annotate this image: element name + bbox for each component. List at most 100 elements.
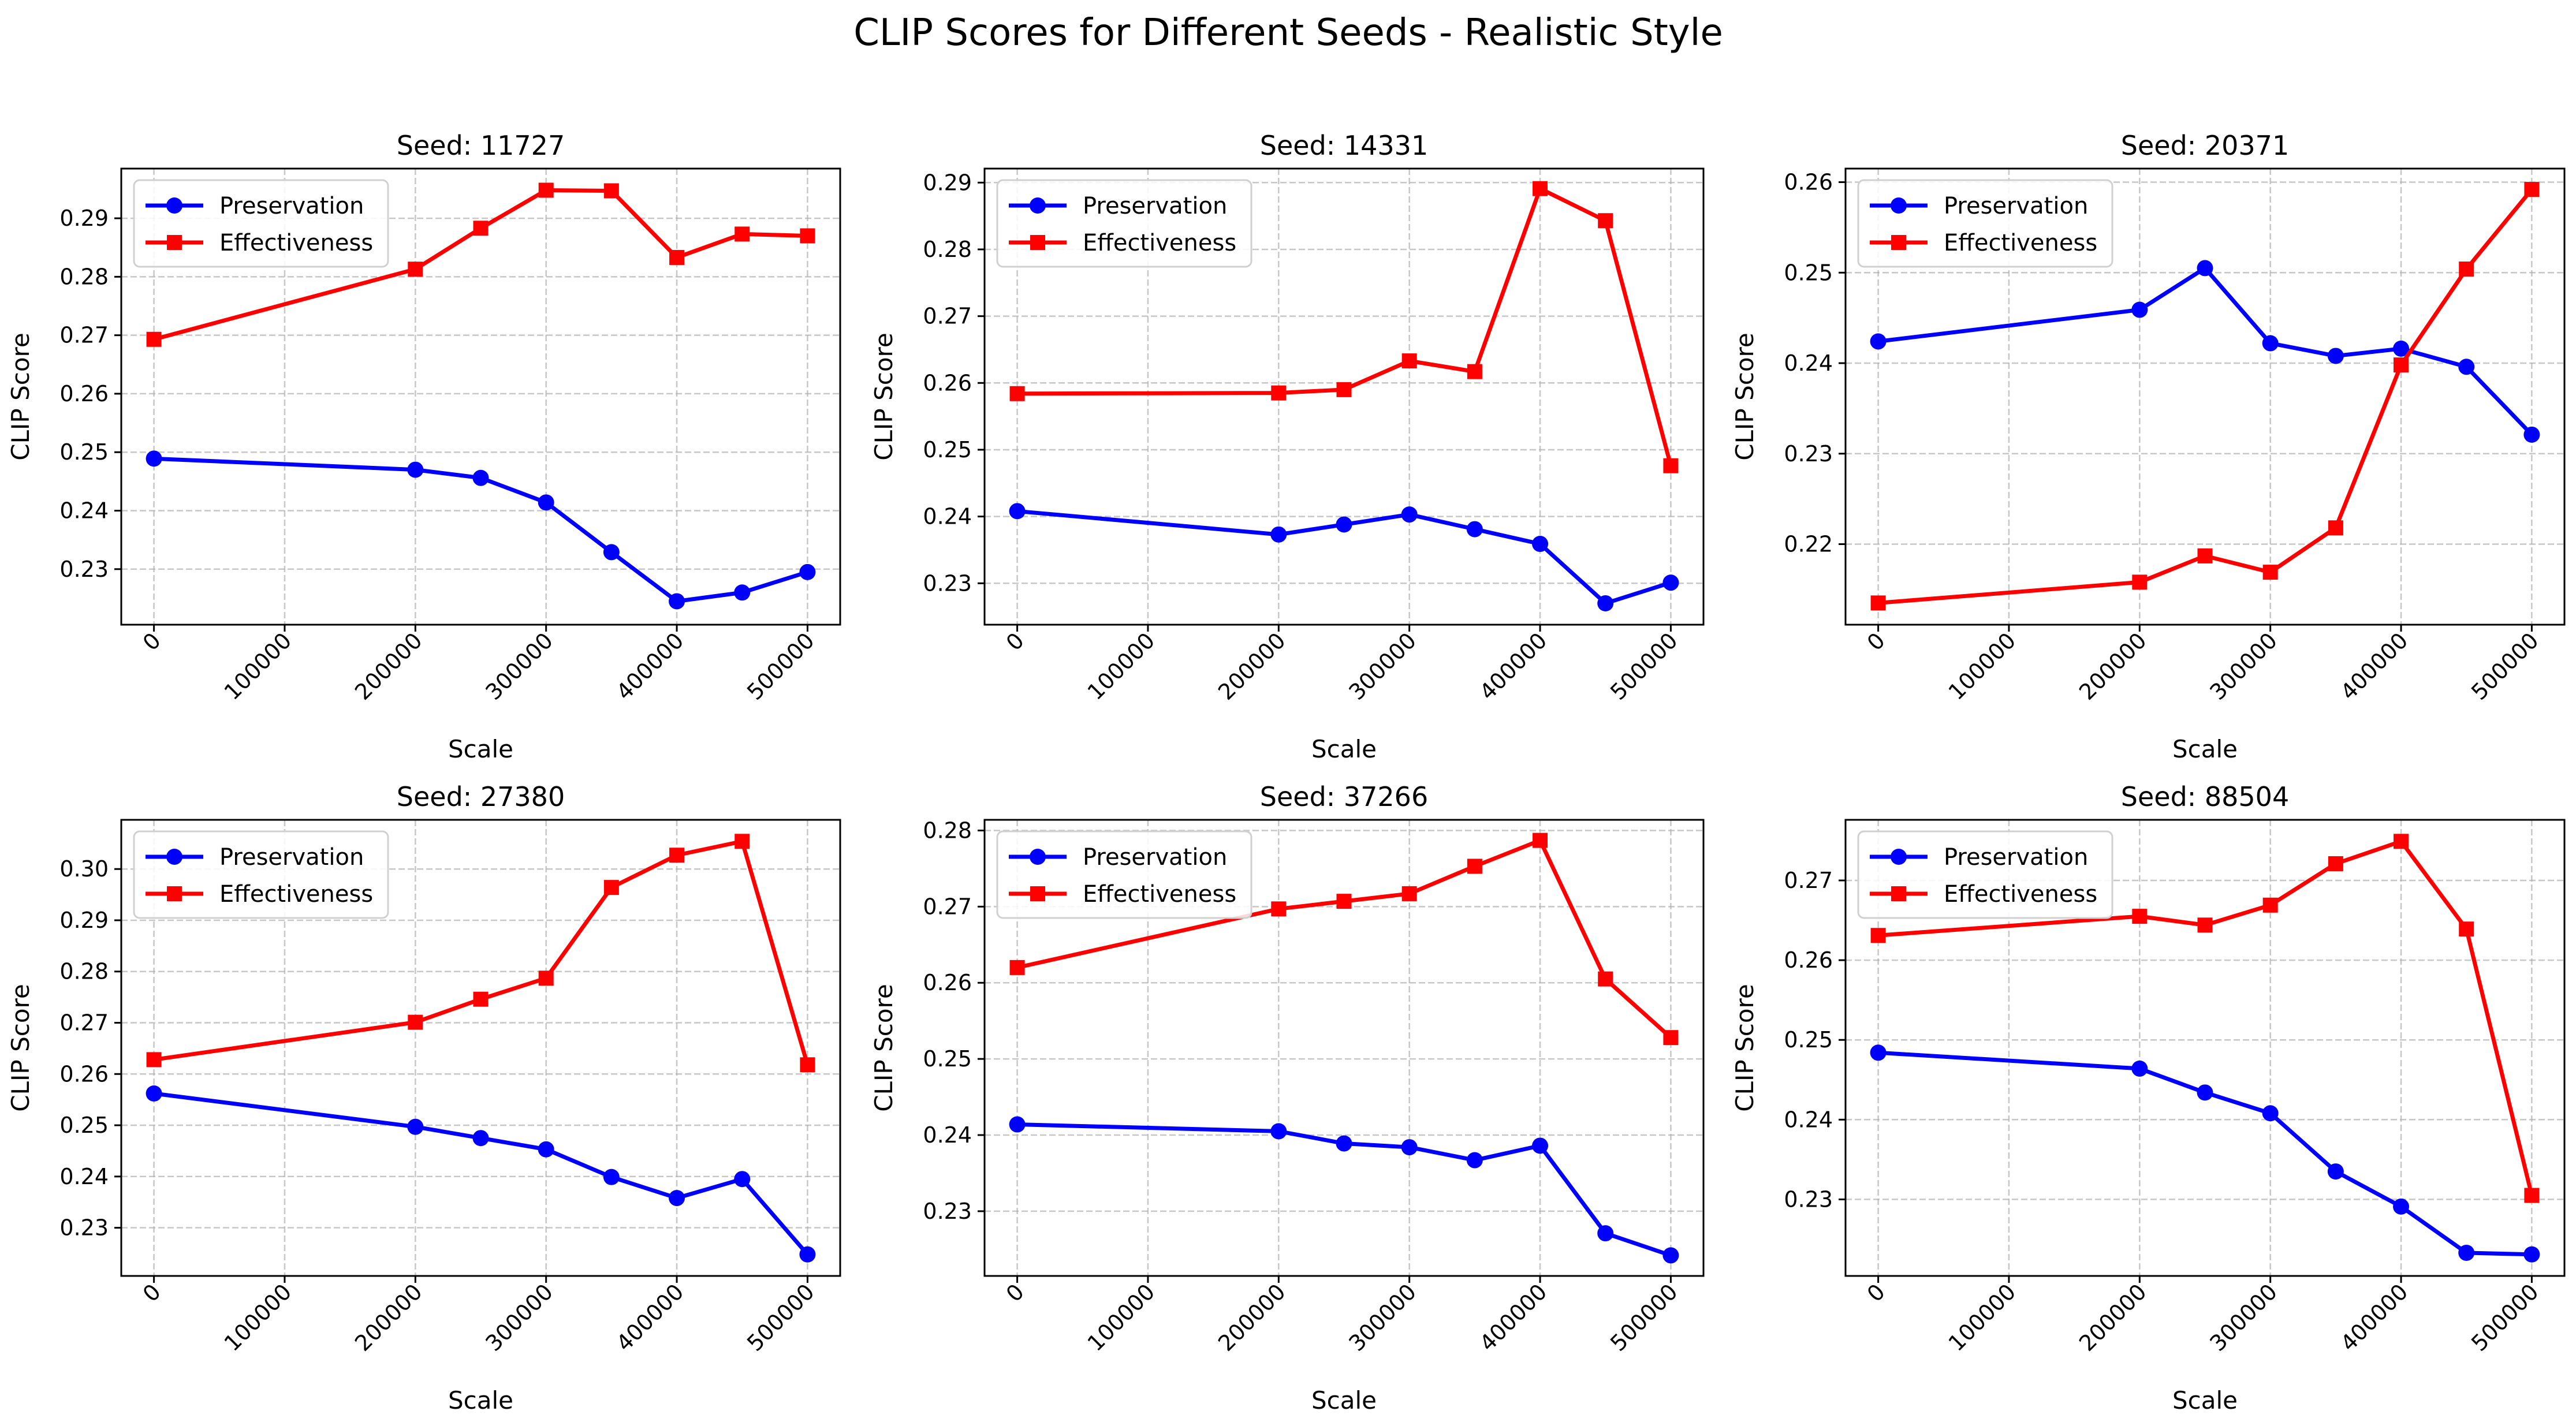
data-point-preservation <box>1870 333 1887 350</box>
data-point-effectiveness <box>735 226 750 242</box>
data-point-effectiveness <box>2197 548 2213 563</box>
legend-label: Effectiveness <box>1083 881 1236 908</box>
data-point-effectiveness <box>408 1014 423 1030</box>
data-point-effectiveness <box>2459 261 2474 277</box>
y-tick-label: 0.28 <box>923 237 972 262</box>
data-point-preservation <box>603 544 620 561</box>
data-point-preservation <box>2197 1084 2213 1101</box>
subplot-title: Seed: 11727 <box>397 130 565 161</box>
y-tick-label: 0.26 <box>923 970 972 995</box>
data-point-preservation <box>2458 359 2475 375</box>
data-point-preservation <box>2393 340 2410 357</box>
legend-marker <box>1030 197 1046 214</box>
y-tick-label: 0.23 <box>923 570 972 596</box>
data-point-effectiveness <box>1271 901 1287 917</box>
data-point-effectiveness <box>1467 859 1482 874</box>
y-tick-label: 0.23 <box>1784 441 1833 466</box>
y-tick-label: 0.26 <box>1784 947 1833 973</box>
series-line-effectiveness <box>152 188 810 342</box>
data-point-effectiveness <box>408 262 423 277</box>
y-tick-label: 0.23 <box>59 557 109 582</box>
legend-marker <box>1891 886 1906 901</box>
axes-frame <box>120 819 841 1277</box>
data-point-preservation <box>734 584 751 601</box>
y-tick-label: 0.25 <box>59 439 109 465</box>
data-point-effectiveness <box>2524 1188 2540 1203</box>
data-point-effectiveness <box>1467 364 1482 379</box>
series-line-preservation <box>1876 1050 2534 1257</box>
data-point-effectiveness <box>1598 971 1613 987</box>
x-axis-label: Scale <box>448 735 513 763</box>
y-axis-label: CLIP Score <box>6 333 35 460</box>
data-point-preservation <box>146 450 162 467</box>
data-point-effectiveness <box>1870 595 1886 611</box>
data-point-preservation <box>538 494 554 511</box>
series-line-preservation <box>152 456 810 603</box>
legend-marker <box>166 197 182 214</box>
subplot-title: Seed: 14331 <box>1260 130 1428 161</box>
data-point-preservation <box>669 1190 685 1207</box>
y-tick-label: 0.22 <box>1784 531 1833 557</box>
data-point-preservation <box>1270 1123 1287 1140</box>
legend-label: Preservation <box>219 844 364 871</box>
figure-title: CLIP Scores for Different Seeds - Realis… <box>853 12 1723 54</box>
data-point-effectiveness <box>800 228 815 244</box>
data-point-effectiveness <box>2328 520 2343 536</box>
data-point-preservation <box>799 1246 816 1263</box>
legend-label: Effectiveness <box>1083 230 1236 256</box>
y-tick-label: 0.25 <box>1784 1027 1833 1052</box>
legend-label: Preservation <box>219 193 364 219</box>
series-line-effectiveness <box>1876 839 2534 1198</box>
data-point-effectiveness <box>1009 960 1025 975</box>
data-point-preservation <box>407 1118 424 1135</box>
legend-box <box>133 830 389 919</box>
data-point-effectiveness <box>1533 833 1548 848</box>
y-tick-label: 0.26 <box>1784 170 1833 195</box>
data-point-effectiveness <box>669 848 685 863</box>
y-tick-label: 0.23 <box>923 1199 972 1224</box>
y-tick-label: 0.25 <box>1784 260 1833 285</box>
subplot-title: Seed: 27380 <box>397 781 565 812</box>
y-tick-label: 0.29 <box>59 908 109 933</box>
data-point-preservation <box>1401 1139 1418 1156</box>
data-point-preservation <box>2262 335 2279 352</box>
data-point-preservation <box>472 469 489 486</box>
y-tick-label: 0.23 <box>1784 1186 1833 1212</box>
y-tick-label: 0.25 <box>923 437 972 462</box>
series-line-effectiveness <box>1015 838 1673 1040</box>
y-tick-label: 0.25 <box>59 1113 109 1138</box>
y-tick-label: 0.27 <box>923 304 972 329</box>
y-axis-label: CLIP Score <box>6 984 35 1111</box>
subplot-title: Seed: 20371 <box>2121 130 2289 161</box>
y-tick-label: 0.30 <box>59 856 109 882</box>
data-point-effectiveness <box>1401 353 1417 369</box>
legend-box <box>133 179 389 268</box>
data-point-effectiveness <box>473 221 489 236</box>
data-point-preservation <box>2131 1060 2148 1077</box>
data-point-preservation <box>1662 574 1679 591</box>
data-point-effectiveness <box>800 1057 815 1073</box>
data-point-preservation <box>1336 1135 1352 1152</box>
data-point-preservation <box>2197 260 2213 277</box>
axes-frame <box>120 167 841 626</box>
y-tick-label: 0.27 <box>59 1010 109 1036</box>
data-point-preservation <box>2523 1246 2540 1263</box>
data-point-effectiveness <box>2132 574 2148 590</box>
legend-marker <box>1030 886 1045 901</box>
data-point-preservation <box>2458 1244 2475 1261</box>
data-point-effectiveness <box>1271 385 1287 401</box>
series-line-effectiveness <box>152 839 810 1067</box>
y-tick-label: 0.28 <box>923 818 972 843</box>
data-point-effectiveness <box>1870 928 1886 943</box>
y-tick-label: 0.29 <box>59 206 109 231</box>
data-point-preservation <box>799 563 816 580</box>
data-point-effectiveness <box>2132 909 2148 924</box>
legend-label: Preservation <box>1944 193 2088 219</box>
data-point-preservation <box>1597 1225 1614 1242</box>
data-point-preservation <box>2262 1105 2279 1122</box>
y-tick-label: 0.27 <box>923 894 972 919</box>
y-tick-label: 0.24 <box>59 498 109 524</box>
legend-label: Preservation <box>1083 844 1227 871</box>
data-point-preservation <box>1662 1247 1679 1264</box>
